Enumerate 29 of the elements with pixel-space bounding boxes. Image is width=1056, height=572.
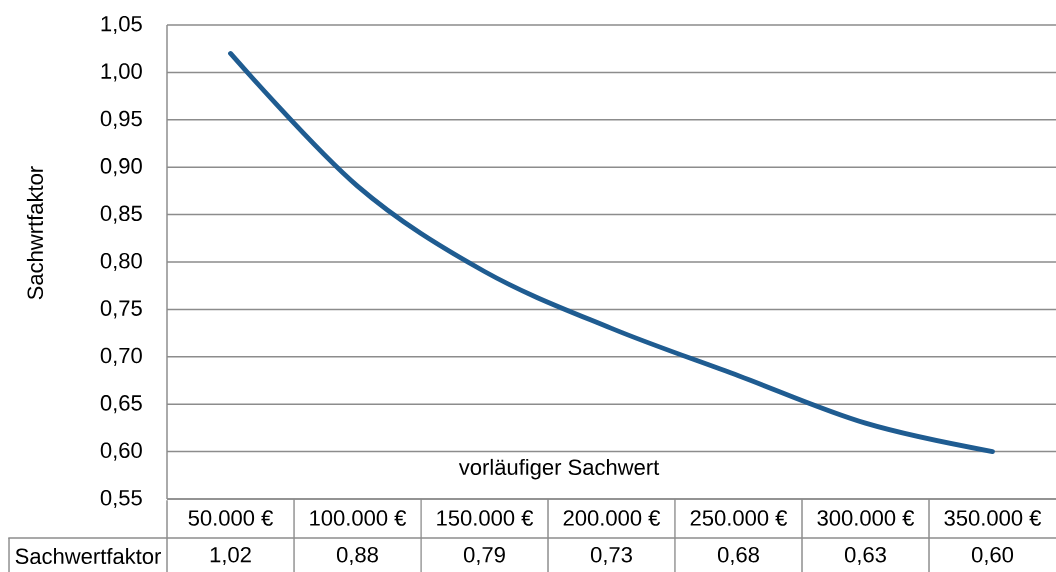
data-label: 0,60 <box>971 546 1014 566</box>
data-label: 0,73 <box>590 546 632 566</box>
x-tick-label: 50.000 € <box>188 510 273 526</box>
line-series <box>228 51 995 454</box>
data-label: 1,02 <box>210 546 251 566</box>
y-tick-label: 1,00 <box>101 63 142 82</box>
data-label: 0,68 <box>717 546 759 566</box>
y-axis-title: Sachwrtfaktor <box>26 166 44 300</box>
y-tick-label: 0,75 <box>100 300 142 319</box>
x-tick-label: 250.000 € <box>690 510 788 526</box>
data-label: 0,63 <box>844 546 886 566</box>
text: Sachwertfaktor <box>15 547 161 565</box>
y-tick-label: 0,70 <box>100 347 142 366</box>
y-tick-label: 1,05 <box>101 15 142 35</box>
y-tick-label: 0,85 <box>100 205 142 224</box>
x-tick-label: 350.000 € <box>944 510 1042 526</box>
x-tick-label: 150.000 € <box>437 510 534 526</box>
y-tick-label: 0,60 <box>100 442 142 461</box>
y-tick-label: 0,95 <box>100 110 142 129</box>
data-label: 0,88 <box>336 546 378 566</box>
y-tick-label: 0,55 <box>100 489 142 509</box>
x-tick-label: 100.000 € <box>310 510 407 526</box>
data-label: 0,79 <box>463 546 505 566</box>
y-tick-label: 0,80 <box>100 252 142 272</box>
x-tick-label: 300.000 € <box>817 510 915 526</box>
x-tick-label: 200.000 € <box>563 510 661 526</box>
y-tick-label: 0,90 <box>100 158 142 177</box>
x-axis-title: vorläufiger Sachwert <box>458 458 660 480</box>
y-tick-label: 0,65 <box>100 395 142 414</box>
